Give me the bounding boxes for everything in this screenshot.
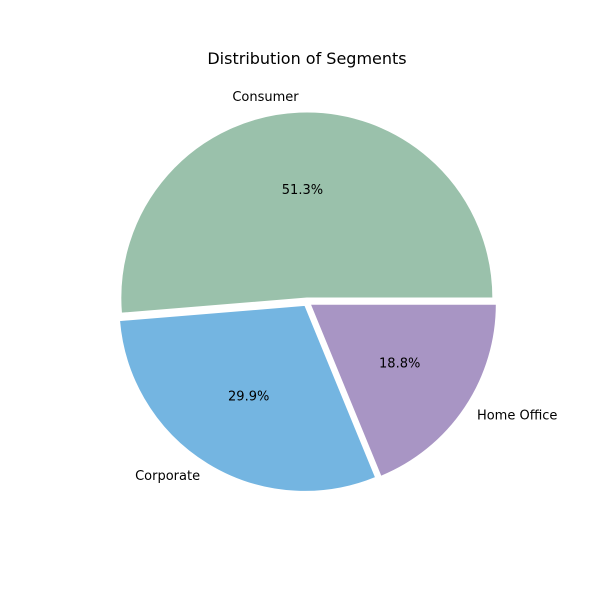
- pie-percent-label-consumer: 51.3%: [282, 183, 323, 198]
- pie-category-label-consumer: Consumer: [232, 90, 299, 105]
- pie-slice-home-office: [309, 303, 497, 477]
- pie-slices: [118, 111, 497, 492]
- pie-slice-corporate: [118, 304, 377, 492]
- chart-title: Distribution of Segments: [207, 49, 406, 68]
- pie-percent-label-home-office: 18.8%: [379, 357, 420, 372]
- pie-labels: 51.3% Consumer 29.9% Corporate 18.8% Home Off…: [135, 90, 557, 484]
- pie-category-label-home-office: Home Office: [477, 408, 557, 423]
- pie-category-label-corporate: Corporate: [135, 469, 200, 484]
- pie-percent-label-corporate: 29.9%: [228, 390, 269, 405]
- pie-slice-consumer: [120, 111, 494, 314]
